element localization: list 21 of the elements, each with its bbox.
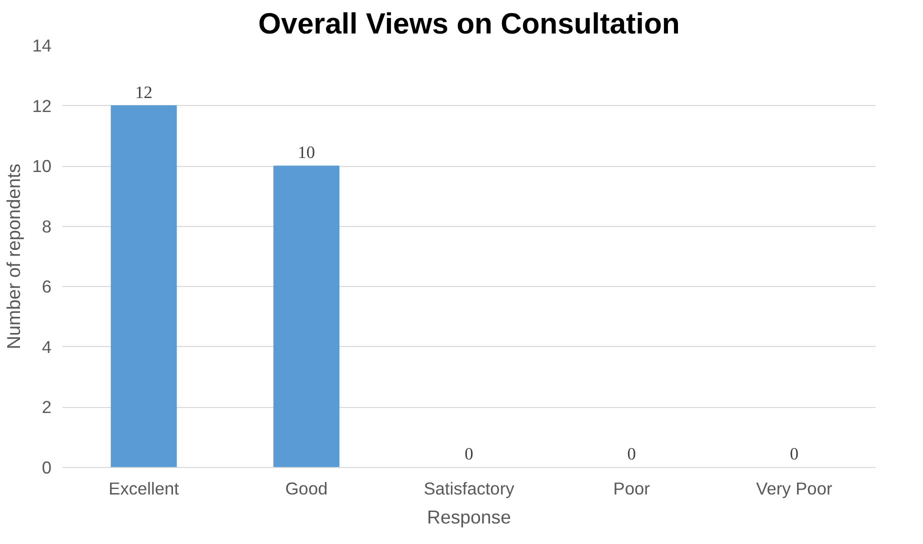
y-tick-label: 14 <box>32 36 52 56</box>
y-axis-title: Number of repondents <box>3 164 24 350</box>
x-tick-label: Excellent <box>108 478 180 498</box>
y-tick-label: 6 <box>42 276 52 297</box>
data-label: 0 <box>790 444 799 464</box>
chart-title: Overall Views on Consultation <box>258 8 680 40</box>
data-label: 10 <box>298 143 316 162</box>
y-tick-label: 2 <box>42 397 52 418</box>
data-label: 0 <box>464 444 474 464</box>
y-tick-label: 10 <box>32 156 52 176</box>
y-tick-label: 8 <box>42 216 52 236</box>
x-axis-title: Response <box>426 506 512 528</box>
x-tick-label: Very Poor <box>756 478 832 498</box>
x-tick-label: Poor <box>613 478 650 498</box>
data-label: 12 <box>135 82 152 102</box>
y-tick-label: 12 <box>32 96 52 116</box>
x-tick-label: Satisfactory <box>424 478 515 498</box>
data-label: 0 <box>627 444 636 464</box>
y-tick-label: 4 <box>42 336 52 357</box>
x-tick-label: Good <box>285 478 328 498</box>
y-tick-label: 0 <box>42 458 52 478</box>
